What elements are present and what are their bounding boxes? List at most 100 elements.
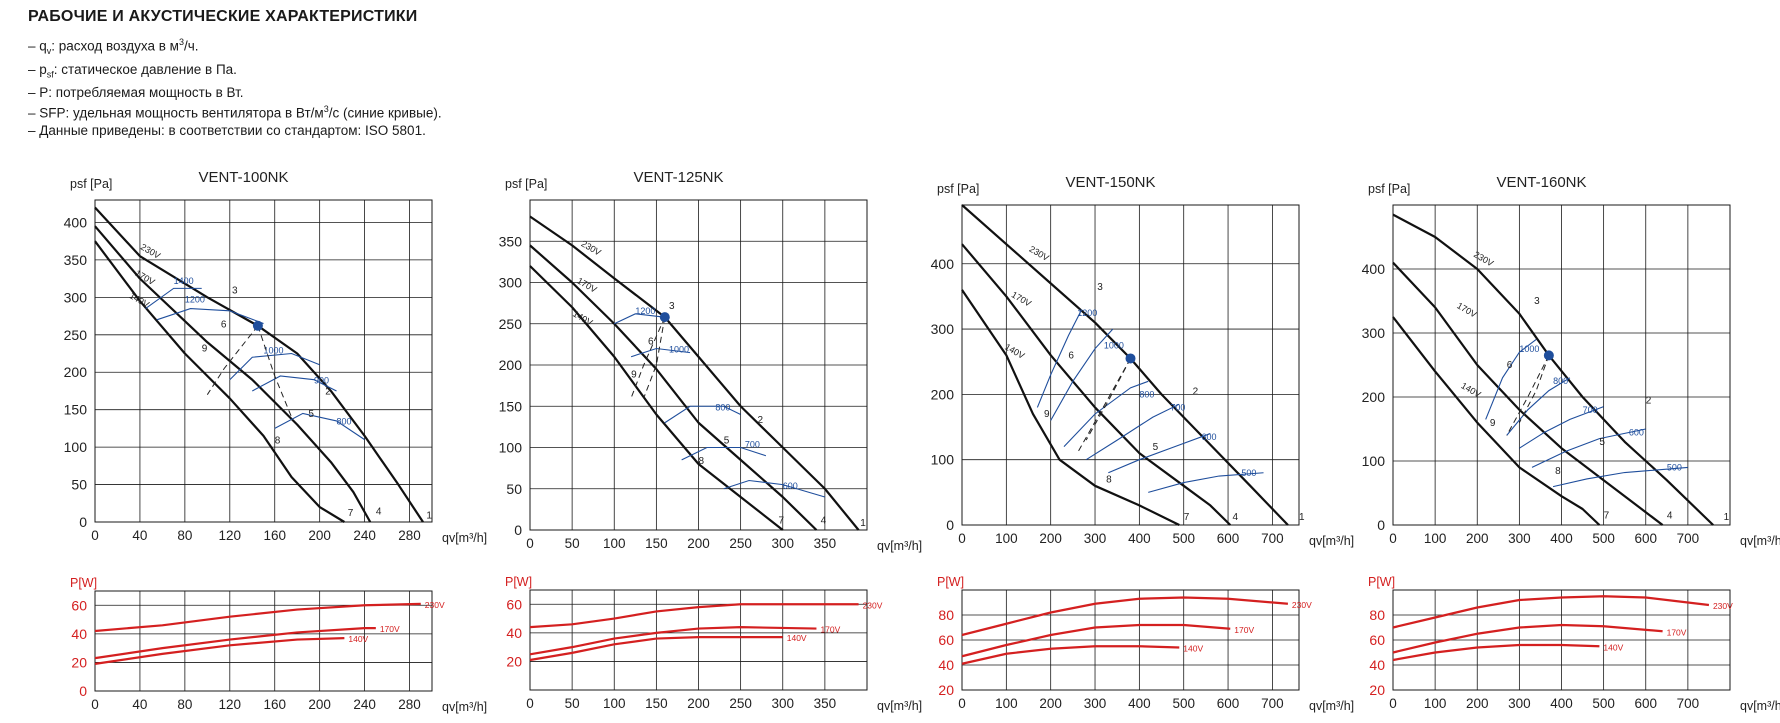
operating-point-marker: [659, 312, 670, 323]
system-curve-label: 1: [1299, 512, 1305, 523]
system-curve-label: 3: [232, 286, 238, 297]
x-tick-label: 600: [1217, 531, 1240, 546]
fan-curve-line: [94, 206, 424, 523]
fan-curve-label: 140V: [571, 309, 594, 328]
legend-line: – P: потребляемая мощность в Вт.: [28, 84, 244, 100]
y-tick-label: 400: [64, 214, 88, 230]
power-x-tick-label: 600: [1217, 696, 1240, 711]
x-axis-label: qv[m³/h]: [1740, 534, 1780, 548]
x-tick-label: 200: [687, 536, 710, 551]
power-x-tick-label: 100: [603, 696, 626, 711]
power-curve-label: 230V: [863, 600, 883, 610]
x-tick-label: 100: [995, 531, 1018, 546]
sfp-curve-label: 700: [745, 440, 760, 450]
sfp-curve-line: [1036, 309, 1083, 408]
y-tick-label: 0: [79, 514, 87, 530]
sfp-curve-line: [681, 446, 767, 461]
y-tick-label: 300: [499, 275, 523, 291]
power-curve-label: 140V: [1603, 642, 1623, 652]
y-axis-label: psf [Pa]: [937, 182, 979, 196]
y-tick-label: 150: [64, 402, 88, 418]
operating-point-marker: [1125, 353, 1136, 364]
fan-curve-line: [529, 244, 818, 531]
legend-line: – Данные приведены: в соответствии со ст…: [28, 123, 426, 139]
fan-curve-line: [529, 215, 860, 531]
sfp-curve-line: [252, 375, 337, 392]
fan-curve-line: [961, 289, 1180, 526]
legend-symbol: p: [39, 61, 47, 77]
system-curve-label: 3: [1534, 296, 1540, 307]
sfp-curve-label: 700: [1170, 403, 1185, 413]
system-curve-label: 8: [1555, 466, 1561, 477]
y-tick-label: 350: [64, 252, 88, 268]
power-y-tick-label: 20: [938, 682, 954, 698]
system-curve-label: 4: [1232, 512, 1238, 523]
system-curve-label: 1: [1724, 512, 1730, 523]
y-tick-label: 200: [1362, 389, 1386, 405]
sfp-curve-line: [229, 352, 320, 381]
y-tick-label: 300: [931, 321, 955, 337]
sfp-curve-line: [630, 347, 691, 358]
x-tick-label: 200: [1466, 531, 1489, 546]
y-tick-label: 150: [499, 398, 523, 414]
x-tick-label: 400: [1128, 531, 1151, 546]
sfp-curve-line: [274, 412, 365, 441]
power-y-tick-label: 60: [1369, 632, 1385, 648]
x-tick-label: 300: [1084, 531, 1107, 546]
dashed-guide-line: [1085, 358, 1131, 441]
power-x-tick-label: 240: [353, 697, 376, 712]
sfp-curve-label: 500: [1241, 468, 1256, 478]
system-curve-label: 2: [1193, 386, 1199, 397]
power-x-tick-label: 500: [1172, 696, 1195, 711]
sfp-curve-line: [156, 308, 264, 325]
system-curve-label: 8: [1106, 475, 1112, 486]
x-tick-label: 0: [91, 528, 99, 543]
power-curve-label: 140V: [787, 633, 807, 643]
system-curve-label: 7: [1604, 511, 1610, 522]
x-tick-label: 40: [132, 528, 147, 543]
x-axis-label: qv[m³/h]: [1309, 534, 1354, 548]
power-x-tick-label: 300: [771, 696, 794, 711]
power-x-tick-label: 120: [219, 697, 242, 712]
power-curve-line: [94, 602, 421, 633]
y-axis-label: psf [Pa]: [1368, 182, 1410, 196]
power-curve-label: 140V: [1183, 644, 1203, 654]
y-tick-label: 100: [1362, 453, 1386, 469]
x-tick-label: 50: [565, 536, 580, 551]
power-x-tick-label: 700: [1261, 696, 1284, 711]
power-curve-line: [94, 637, 345, 665]
system-curve-label: 8: [275, 435, 281, 446]
legend-sup: 3: [323, 104, 329, 115]
system-curve-label: 1: [426, 510, 432, 521]
y-tick-label: 0: [514, 522, 522, 538]
y-tick-label: 50: [71, 477, 87, 493]
power-curve-label: 140V: [348, 634, 368, 644]
legend-text: : расход воздуха в м: [51, 38, 179, 54]
sfp-curve-label: 1000: [1104, 341, 1124, 351]
legend-sup: 3: [178, 37, 184, 47]
header: РАБОЧИЕ И АКУСТИЧЕСКИЕ ХАРАКТЕРИСТИКИ – …: [28, 8, 442, 140]
power-x-tick-label: 80: [177, 697, 192, 712]
power-curve-label: 230V: [1292, 600, 1312, 610]
system-curve-label: 6: [1507, 360, 1513, 371]
sfp-curve-label: 1200: [635, 306, 655, 316]
legend-symbol: q: [39, 38, 47, 54]
power-x-tick-label: 280: [398, 697, 421, 712]
x-tick-label: 120: [219, 528, 242, 543]
power-y-axis-label: P[W]: [1368, 575, 1395, 589]
power-x-tick-label: 400: [1550, 696, 1573, 711]
system-curve-label: 2: [757, 415, 763, 426]
power-y-tick-label: 40: [938, 657, 954, 673]
y-axis-label: psf [Pa]: [505, 177, 547, 191]
operating-point-marker: [252, 320, 263, 331]
y-tick-label: 300: [1362, 325, 1386, 341]
power-x-axis-label: qv[m³/h]: [442, 700, 487, 714]
system-curve-label: 2: [325, 387, 331, 398]
x-tick-label: 600: [1634, 531, 1657, 546]
legend-symbol: Данные приведены: [39, 123, 161, 139]
x-tick-label: 100: [603, 536, 626, 551]
sfp-curve-line: [664, 405, 741, 424]
x-tick-label: 250: [729, 536, 752, 551]
power-curve-line: [1392, 623, 1663, 654]
sfp-curve-label: 600: [1629, 427, 1644, 437]
